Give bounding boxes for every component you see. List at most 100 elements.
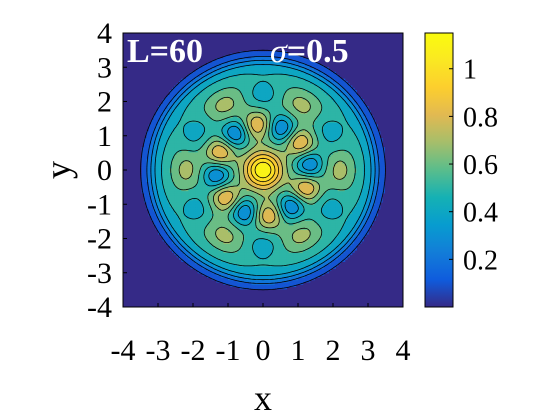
contour-cell: [239, 265, 243, 269]
contour-cell: [260, 256, 264, 260]
contour-cell: [216, 249, 220, 253]
contour-cell: [216, 256, 220, 260]
contour-cell: [274, 270, 278, 274]
contour-cell: [230, 247, 234, 251]
contour-cell: [284, 243, 287, 246]
contour-cell: [265, 254, 269, 258]
contour-cell: [333, 252, 336, 256]
contour-cell: [193, 254, 196, 258]
contour-cell: [228, 275, 231, 278]
contour-cell: [272, 243, 276, 246]
contour-cell: [288, 238, 292, 242]
contour-cell: [221, 263, 224, 267]
contour-cell: [249, 263, 252, 267]
contour-cell: [244, 249, 248, 253]
contour-cell: [321, 252, 325, 256]
contour-cell: [354, 240, 357, 244]
contour-cell: [200, 270, 203, 274]
contour-cell: [323, 259, 327, 262]
contour-cell: [165, 238, 168, 242]
contour-cell: [263, 245, 266, 249]
contour-cell: [328, 268, 332, 272]
contour-cell: [265, 272, 269, 276]
contour-cell: [225, 279, 229, 283]
contour-cell: [239, 249, 243, 253]
contour-cell: [319, 247, 322, 251]
contour-cell: [195, 261, 199, 265]
contour-cell: [309, 270, 313, 274]
contour-cell: [242, 275, 245, 278]
contour-cell: [244, 259, 248, 262]
contour-cell: [279, 275, 283, 278]
contour-cell: [242, 284, 245, 288]
contour-cell: [321, 249, 325, 253]
contour-cell: [351, 238, 355, 242]
contour-cell: [344, 238, 348, 242]
contour-cell: [265, 259, 269, 262]
contour-cell: [202, 238, 206, 242]
contour-cell: [277, 254, 280, 258]
contour-cell: [258, 279, 262, 283]
contour-cell: [323, 263, 327, 267]
contour-cell: [272, 286, 276, 290]
contour-cell: [251, 254, 255, 258]
contour-cell: [281, 247, 285, 251]
contour-cell: [291, 261, 294, 265]
contour-cell: [265, 284, 269, 288]
contour-cell: [337, 240, 341, 244]
contour-cell: [307, 247, 311, 251]
contour-cell: [244, 247, 248, 251]
contour-cell: [230, 256, 234, 260]
contour-cell: [302, 252, 306, 256]
contour-cell: [218, 252, 222, 256]
contour-cell: [246, 254, 250, 258]
contour-cell: [312, 272, 315, 276]
contour-cell: [258, 259, 262, 262]
contour-cell: [209, 236, 213, 240]
contour-cell: [300, 252, 304, 256]
contour-cell: [183, 256, 187, 260]
contour-cell: [281, 238, 285, 242]
contour-layer: [140, 49, 386, 291]
contour-cell: [221, 252, 224, 256]
contour-cell: [242, 263, 245, 267]
contour-cell: [316, 270, 320, 274]
contour-cell: [270, 272, 273, 276]
contour-cell: [349, 245, 353, 249]
contour-cell: [223, 238, 227, 242]
contour-cell: [176, 249, 180, 253]
contour-cell: [312, 259, 315, 262]
contour-cell: [214, 249, 217, 253]
contour-cell: [246, 256, 250, 260]
contour-cell: [209, 259, 213, 262]
contour-cell: [309, 275, 313, 278]
contour-cell: [202, 236, 206, 240]
contour-cell: [274, 279, 278, 283]
contour-cell: [298, 236, 301, 240]
contour-cell: [284, 281, 287, 285]
contour-cell: [251, 284, 255, 288]
contour-cell: [235, 254, 238, 258]
contour-cell: [312, 263, 315, 267]
contour-cell: [319, 252, 322, 256]
contour-cell: [270, 245, 273, 249]
contour-cell: [181, 249, 185, 253]
contour-cell: [218, 249, 222, 253]
contour-cell: [207, 254, 210, 258]
contour-cell: [183, 245, 187, 249]
contour-cell: [251, 272, 255, 276]
contour-cell: [211, 263, 215, 267]
contour-cell: [258, 252, 262, 256]
contour-cell: [279, 284, 283, 288]
contour-cell: [218, 279, 222, 283]
contour-cell: [169, 243, 173, 246]
contour-cell: [267, 256, 271, 260]
contour-cell: [186, 252, 189, 256]
contour-cell: [221, 265, 224, 269]
contour-cell: [237, 243, 241, 246]
contour-cell: [300, 272, 304, 276]
contour-cell: [253, 236, 257, 240]
contour-cell: [267, 277, 271, 281]
contour-cell: [209, 252, 213, 256]
contour-cell: [286, 268, 290, 272]
